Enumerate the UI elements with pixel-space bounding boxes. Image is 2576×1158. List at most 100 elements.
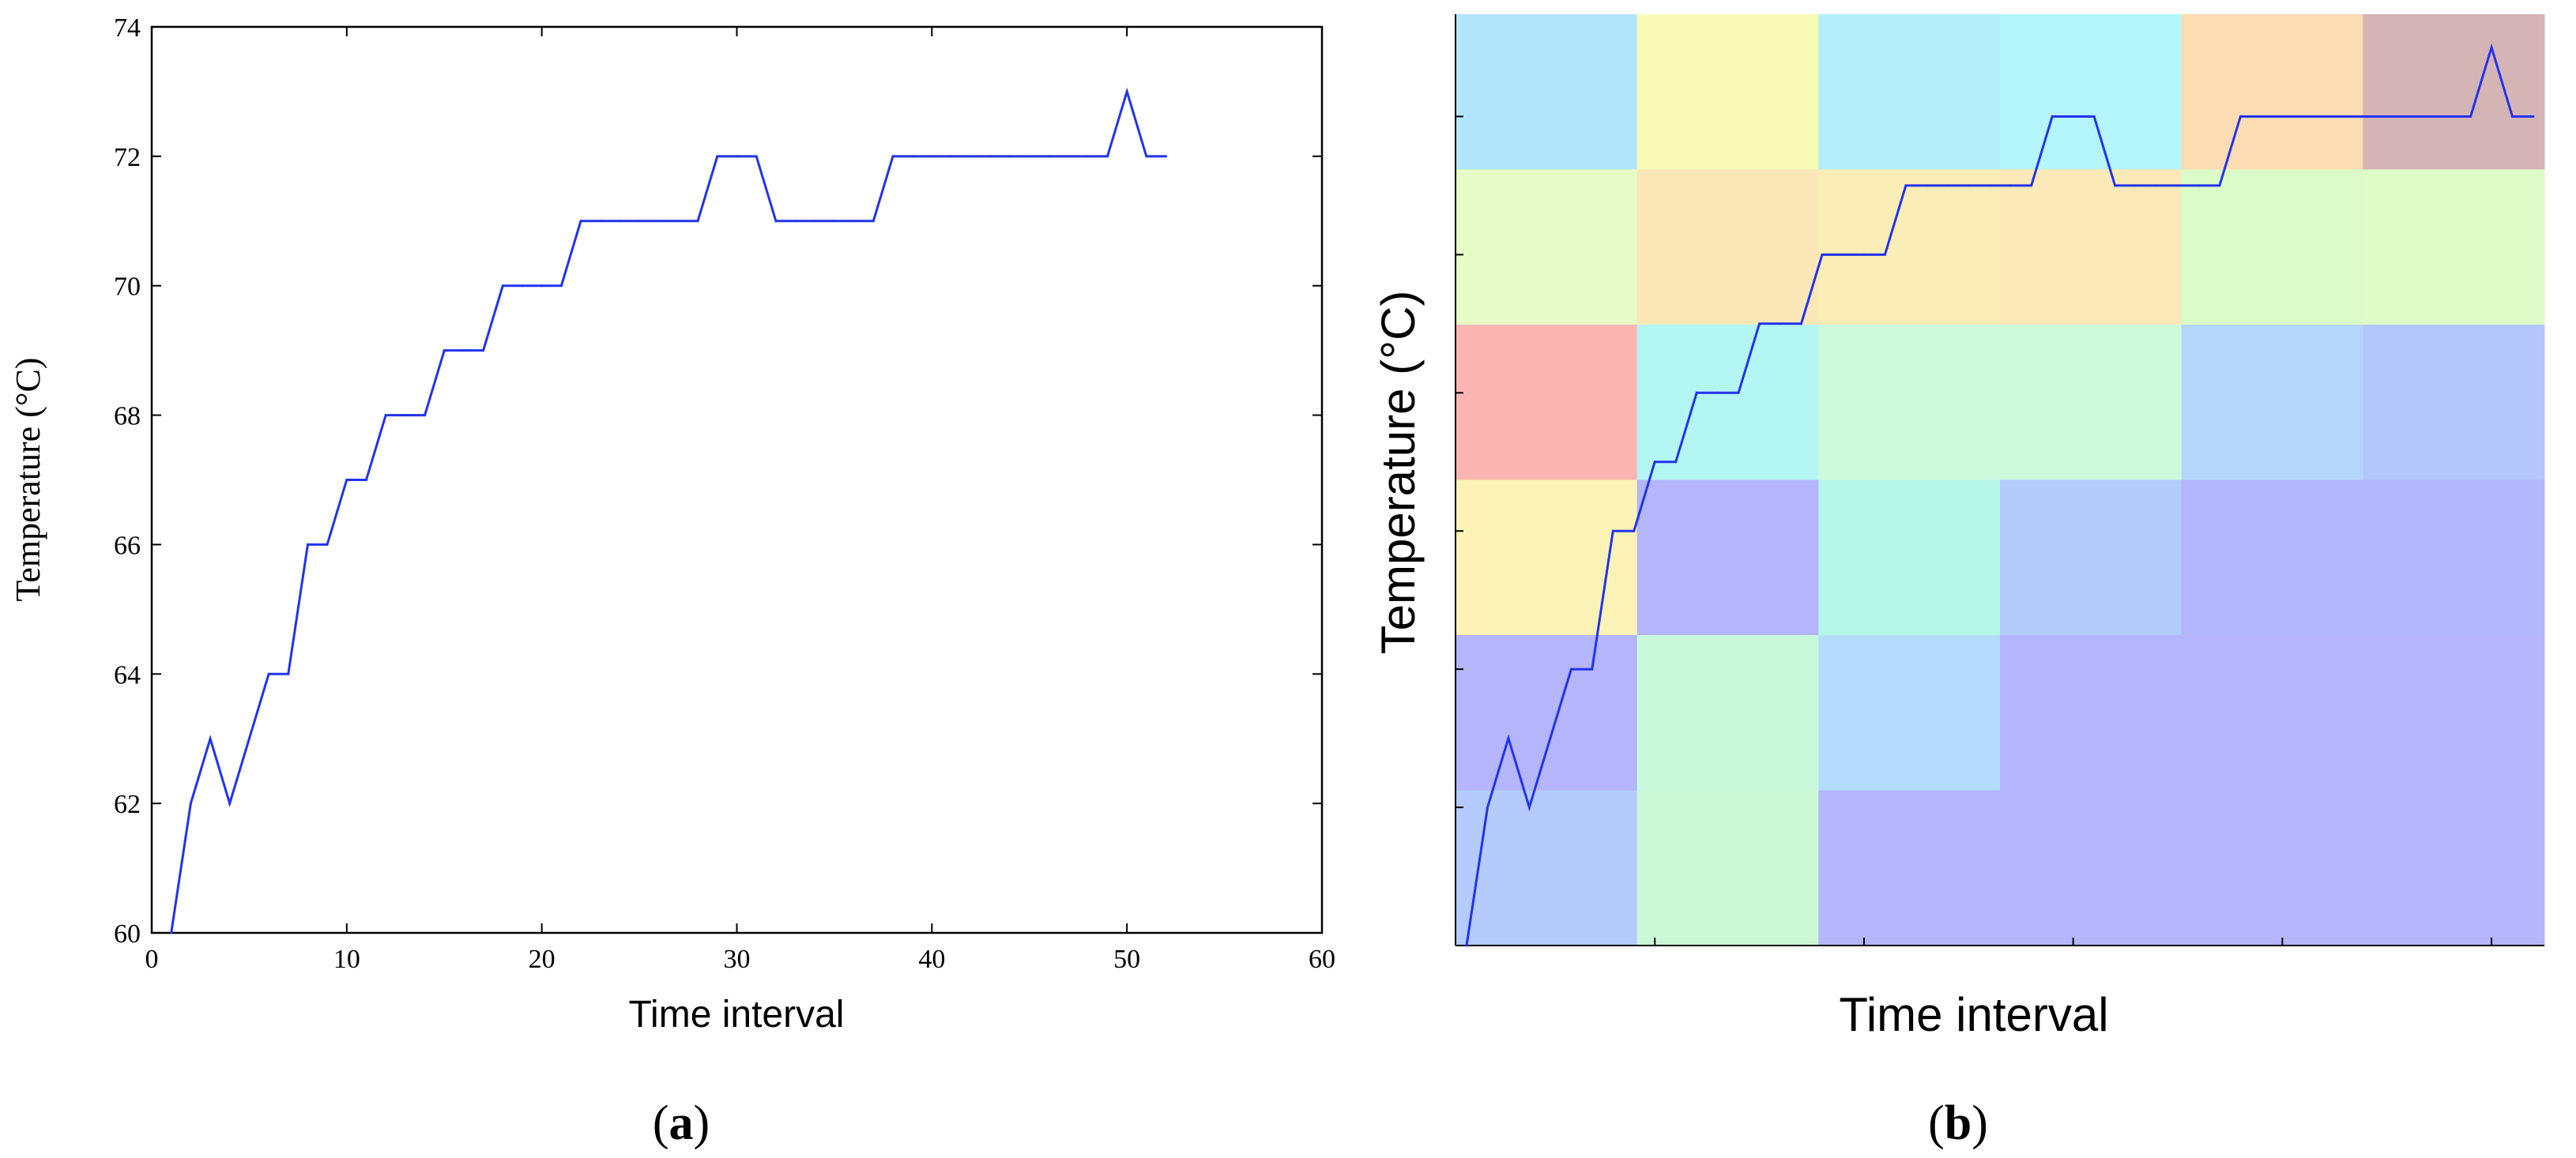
panel-a-y-tick-label: 62 — [114, 790, 141, 819]
panel-b-heatmap-cell — [1456, 635, 1638, 791]
panel-a-data-point — [365, 479, 368, 481]
panel-a-data-point — [891, 155, 894, 158]
panel-a-data-point — [540, 284, 544, 288]
panel-b-data-point — [1883, 253, 1886, 256]
panel-b-data-point — [2448, 115, 2451, 118]
panel-b-data-point — [2490, 46, 2493, 49]
panel-a-y-axis-title: Temperature (°C) — [9, 358, 47, 602]
panel-b-data-point — [2344, 115, 2347, 118]
panel-b-heatmap-cell — [2000, 169, 2182, 325]
panel-b-heatmap-cell — [1636, 14, 1819, 170]
panel-a-data-point — [247, 737, 250, 740]
panel-a-data-point — [559, 284, 563, 288]
panel-a-data-point — [989, 155, 992, 158]
panel-b-data-point — [2532, 115, 2535, 118]
panel-a-data-point — [950, 155, 953, 158]
panel-b-heatmap-cell — [2181, 635, 2363, 791]
panel-a-data-point — [1087, 155, 1090, 158]
panel-b-data-point — [2260, 115, 2263, 118]
panel-a-data-point — [306, 543, 309, 546]
panel-a-data-point — [618, 220, 621, 223]
panel-a-data-point — [384, 414, 387, 417]
panel-a-data-point — [716, 155, 719, 158]
panel-b-data-point — [2469, 115, 2472, 118]
panel-b-data-point — [2218, 184, 2221, 187]
panel-b-data-point — [1591, 667, 1594, 671]
panel-a-y-tick-label: 60 — [114, 919, 141, 949]
panel-b-heatmap-cell — [2000, 325, 2182, 480]
panel-b-heatmap-cell — [2181, 479, 2363, 636]
panel-a-data-point — [853, 220, 856, 223]
panel-a-data-point — [774, 220, 778, 223]
panel-b-data-point — [1465, 944, 1468, 947]
panel-a-x-tick-label: 60 — [1309, 945, 1335, 974]
panel-a-data-point — [696, 220, 699, 223]
panel-b-data-point — [2051, 115, 2054, 118]
panel-a-data-point — [1008, 155, 1011, 158]
panel-a-data-point — [930, 155, 933, 158]
panel-b-heatmap-cell — [1636, 479, 1819, 636]
panel-a-label: (a) — [653, 1096, 710, 1150]
panel-a-data-point — [287, 672, 290, 675]
panel-b-data-point — [1549, 737, 1552, 740]
panel-a-data-point — [1105, 155, 1109, 158]
panel-a-ticks — [151, 26, 1323, 934]
panel-a-data-point — [657, 220, 661, 223]
panel-b-data-point — [1633, 529, 1636, 532]
panel-b-letter: b — [1945, 1096, 1972, 1150]
panel-a-data-point — [462, 349, 465, 352]
panel-a-y-tick-label: 72 — [114, 143, 141, 172]
panel-a-data-point — [443, 349, 446, 352]
panel-b-data-point — [1821, 253, 1824, 256]
panel-b-heatmap-cell — [1456, 325, 1638, 480]
panel-a-data-point — [189, 802, 192, 805]
panel-b-heatmap-cell — [2181, 14, 2363, 170]
panel-b-data-point — [1674, 461, 1678, 464]
panel-a-x-tick-label: 10 — [333, 945, 360, 974]
panel-b-data-point — [1507, 737, 1510, 740]
panel-a-data-point — [813, 220, 816, 223]
panel-b-data-point — [2009, 184, 2012, 187]
panel-b-data-point — [1925, 184, 1928, 187]
panel-b-heatmap-cell — [2000, 479, 2182, 636]
panel-a-data-point — [267, 672, 270, 675]
panel-a-y-tick-label: 74 — [114, 13, 141, 43]
panel-a-data-point — [579, 220, 582, 223]
panel-b-data-points — [1465, 46, 2535, 947]
panel-b-data-point — [1611, 529, 1614, 532]
panel-b-data-point — [2072, 115, 2075, 118]
panel-a-line-chart: 0 10 20 30 40 50 60 60 62 64 66 68 70 72 74 Time inte… — [9, 13, 1335, 1150]
panel-b-data-point — [1946, 184, 1949, 187]
panel-b-heatmap-cell — [1456, 169, 1638, 325]
panel-b-heatmap-cell — [2181, 325, 2363, 480]
panel-a-data-point — [638, 220, 641, 223]
panel-a-data-point — [482, 349, 485, 352]
panel-b-heatmap-cell — [1818, 325, 2001, 480]
panel-a-data-point — [1028, 155, 1031, 158]
panel-b-heatmap-cell — [1636, 169, 1819, 325]
panel-b-heatmap-cell — [2000, 790, 2182, 946]
panel-a-data-point — [1125, 90, 1128, 93]
panel-a-data-point — [676, 220, 680, 223]
panel-b-data-point — [2364, 115, 2367, 118]
panel-b-data-point — [2280, 115, 2284, 118]
panel-b-heatmap-cell — [2363, 325, 2545, 480]
panel-b-heatmap-cell — [1456, 790, 1638, 946]
panel-b-data-point — [2114, 184, 2117, 187]
panel-b-data-point — [2511, 115, 2514, 118]
panel-a-x-tick-labels: 0 10 20 30 40 50 60 — [145, 945, 1336, 974]
panel-a-data-point — [1047, 155, 1050, 158]
panel-a-data-point — [521, 284, 524, 288]
panel-b-data-point — [1967, 184, 1970, 187]
panel-b-label: (b) — [1928, 1096, 1988, 1150]
panel-a-x-axis-title: Time interval — [629, 994, 845, 1036]
panel-a-data-points — [170, 90, 1168, 934]
panel-a-data-point — [326, 543, 329, 546]
panel-b-data-point — [2156, 184, 2159, 187]
panel-b-heatmap-cell — [1636, 790, 1819, 946]
panel-a-x-tick-label: 50 — [1113, 945, 1140, 974]
panel-b-data-point — [2134, 184, 2137, 187]
panel-a-y-tick-label: 66 — [114, 531, 141, 560]
panel-b-data-point — [1988, 184, 1991, 187]
